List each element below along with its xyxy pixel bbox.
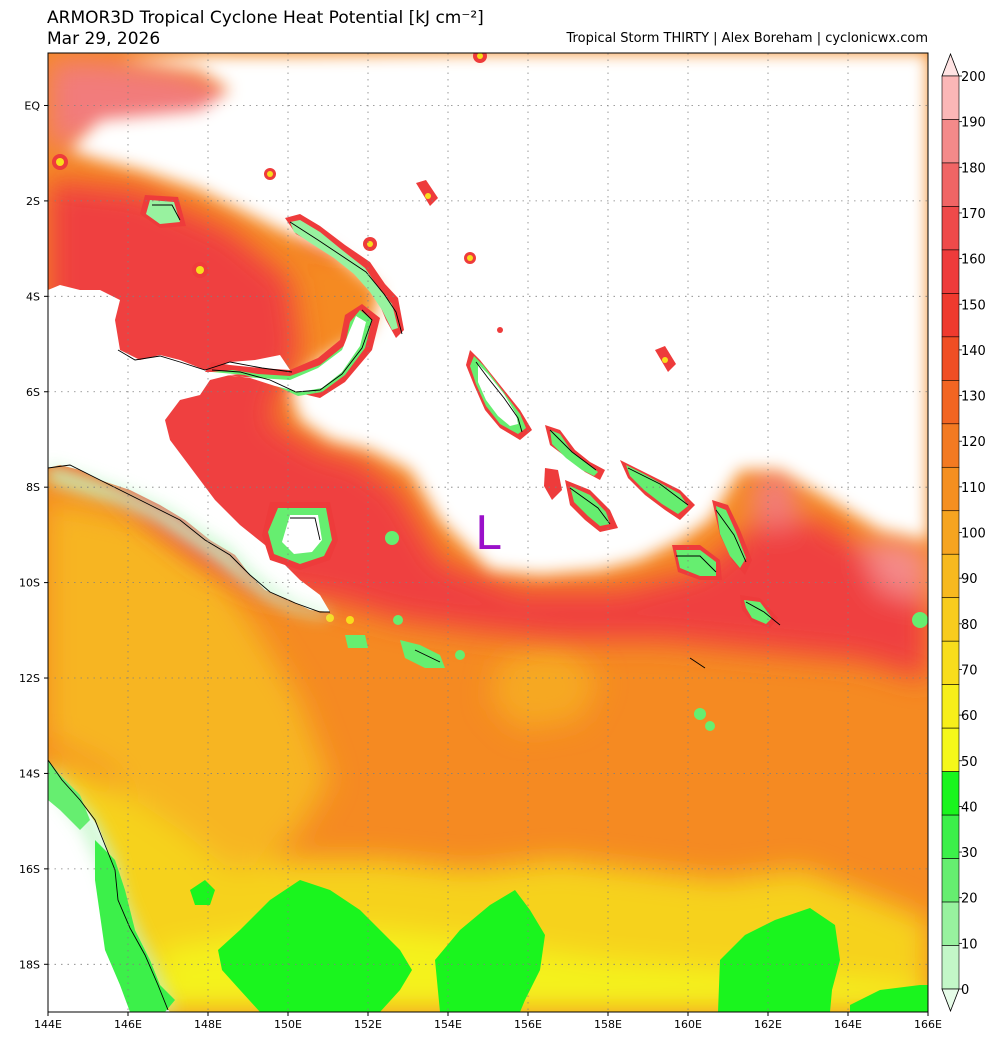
colorbar-label: 120 — [961, 435, 986, 450]
x-tick-label: 166E — [914, 1018, 942, 1031]
map-date: Mar 29, 2026 — [47, 29, 161, 49]
y-tick-label: 16S — [19, 863, 40, 876]
x-tick-label: 158E — [594, 1018, 622, 1031]
storm-center-marker: L — [475, 506, 501, 560]
green-patches — [48, 760, 928, 1012]
colorbar-swatch — [941, 162, 960, 207]
x-tick-label: 144E — [34, 1018, 62, 1031]
y-tick-label: 2S — [26, 195, 40, 208]
colorbar-label: 30 — [961, 846, 978, 861]
colorbar-label: 180 — [961, 161, 986, 176]
colorbar-swatch — [941, 771, 960, 816]
x-tick-label: 146E — [114, 1018, 142, 1031]
x-tick-label: 148E — [194, 1018, 222, 1031]
x-tick-label: 156E — [514, 1018, 542, 1031]
map-title: ARMOR3D Tropical Cyclone Heat Potential … — [47, 8, 484, 28]
colorbar-swatch — [941, 466, 960, 512]
colorbar-swatch — [941, 597, 960, 642]
colorbar-label: 190 — [961, 116, 986, 131]
x-tick-label: 150E — [274, 1018, 302, 1031]
colorbar-swatch — [941, 945, 960, 990]
colorbar-swatch — [941, 336, 960, 381]
colorbar-swatch — [941, 380, 960, 425]
colorbar-label: 80 — [961, 618, 978, 633]
y-tick-label: EQ — [24, 99, 40, 112]
y-tick-label: 12S — [19, 672, 40, 685]
colorbar-label: 110 — [961, 481, 986, 496]
y-tick-label: 4S — [26, 290, 40, 303]
colorbar-label: 70 — [961, 663, 978, 678]
colorbar-swatch — [941, 901, 960, 946]
colorbar-swatch — [941, 727, 960, 772]
colorbar-label: 60 — [961, 709, 978, 724]
colorbar: 2001901801701601501401301201101009080706… — [941, 52, 986, 1013]
colorbar-swatch — [941, 206, 960, 251]
small-islands — [52, 53, 928, 731]
colorbar-arrow-bottom — [941, 988, 960, 1013]
southeast-png-islands — [262, 502, 445, 668]
x-tick-label: 162E — [754, 1018, 782, 1031]
colorbar-arrow-top — [941, 52, 960, 77]
colorbar-swatch — [941, 858, 960, 903]
colorbar-swatch — [941, 75, 960, 120]
colorbar-swatch — [941, 553, 960, 599]
islands — [48, 53, 928, 1012]
colorbar-label: 100 — [961, 527, 986, 542]
colorbar-label: 90 — [961, 572, 978, 587]
colorbar-swatch — [941, 814, 960, 859]
colorbar-label: 50 — [961, 755, 978, 770]
plot-frame — [47, 52, 929, 1013]
y-tick-label: 6S — [26, 386, 40, 399]
x-tick-label: 154E — [434, 1018, 462, 1031]
x-tick-label: 164E — [834, 1018, 862, 1031]
colorbar-label: 170 — [961, 207, 986, 222]
colorbar-swatch — [941, 510, 960, 555]
y-tick-label: 14S — [19, 767, 40, 780]
colorbar-label: 140 — [961, 344, 986, 359]
colorbar-label: 130 — [961, 390, 986, 405]
x-tick-label: 152E — [354, 1018, 382, 1031]
colorbar-swatch — [941, 684, 960, 729]
x-axis: 144E 146E 148E 150E 152E 154E 156E 158E 160E 162E… — [34, 1012, 942, 1031]
map-credits: Tropical Storm THIRTY | Alex Boreham | c… — [566, 31, 928, 46]
y-tick-label: 8S — [26, 481, 40, 494]
y-tick-label: 10S — [19, 577, 40, 590]
bougainville — [466, 350, 532, 440]
colorbar-label: 150 — [961, 298, 986, 313]
colorbar-swatch — [941, 293, 960, 338]
colorbar-label: 10 — [961, 937, 978, 952]
colorbar-label: 20 — [961, 892, 978, 907]
colorbar-label: 200 — [961, 70, 986, 85]
colorbar-swatch — [941, 423, 960, 468]
heat-field: L — [48, 53, 928, 1012]
x-tick-label: 160E — [674, 1018, 702, 1031]
y-axis: EQ 2S 4S 6S 8S 10S 12S 14S 16S 18S — [19, 99, 48, 971]
y-tick-label: 18S — [19, 958, 40, 971]
colorbar-label: 40 — [961, 800, 978, 815]
colorbar-label: 160 — [961, 253, 986, 268]
colorbar-swatch — [941, 640, 960, 685]
white-region — [70, 53, 928, 575]
new-britain — [205, 304, 380, 398]
colorbar-label: 0 — [961, 983, 969, 998]
colorbar-swatch — [941, 249, 960, 294]
colorbar-swatch — [941, 119, 960, 164]
coastlines — [48, 204, 781, 1011]
